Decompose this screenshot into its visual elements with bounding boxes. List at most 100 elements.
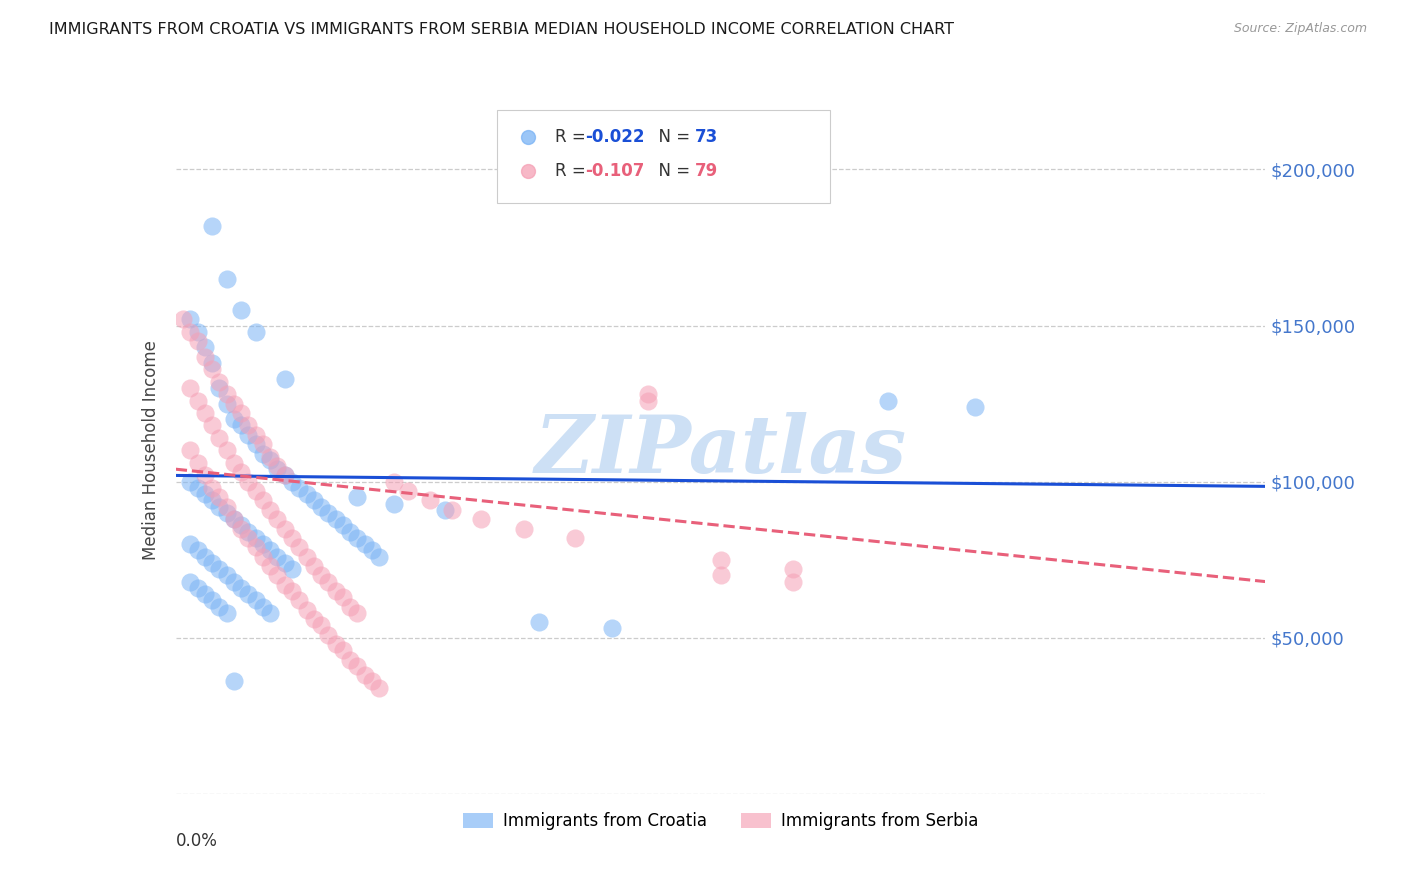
Point	[325, 637, 347, 651]
Point	[346, 490, 368, 504]
Point	[360, 543, 382, 558]
Point	[433, 502, 456, 516]
Point	[339, 653, 361, 667]
Text: R =: R =	[555, 162, 591, 180]
Point	[396, 483, 419, 498]
Point	[186, 456, 209, 470]
Point	[332, 518, 354, 533]
Point	[564, 531, 586, 545]
Point	[208, 500, 231, 514]
Point	[186, 325, 209, 339]
Point	[222, 574, 245, 589]
Point	[318, 628, 340, 642]
Point	[194, 587, 217, 601]
Point	[222, 512, 245, 526]
Point	[231, 581, 253, 595]
Point	[281, 562, 304, 576]
Point	[259, 502, 281, 516]
Text: 73: 73	[695, 128, 717, 145]
Point	[238, 587, 260, 601]
Point	[325, 583, 347, 598]
Point	[231, 303, 253, 318]
Point	[274, 371, 297, 385]
Point	[245, 437, 267, 451]
Point	[782, 562, 804, 576]
Point	[179, 537, 201, 551]
Point	[527, 615, 550, 630]
Point	[259, 543, 281, 558]
Point	[274, 521, 297, 535]
Point	[201, 493, 224, 508]
Point	[179, 443, 201, 458]
Point	[295, 487, 318, 501]
Text: ZIPatlas: ZIPatlas	[534, 412, 907, 489]
Point	[325, 512, 347, 526]
Point	[332, 643, 354, 657]
Point	[302, 493, 325, 508]
Point	[259, 452, 281, 467]
Point	[222, 674, 245, 689]
Point	[179, 574, 201, 589]
Point	[201, 362, 224, 376]
Point	[963, 400, 986, 414]
Point	[368, 549, 391, 564]
Point	[231, 406, 253, 420]
Point	[215, 387, 238, 401]
Point	[186, 393, 209, 408]
Text: Source: ZipAtlas.com: Source: ZipAtlas.com	[1233, 22, 1367, 36]
Point	[231, 518, 253, 533]
Point	[238, 427, 260, 442]
Point	[266, 512, 288, 526]
Point	[222, 412, 245, 426]
Point	[318, 574, 340, 589]
Point	[252, 599, 274, 614]
Point	[332, 591, 354, 605]
Point	[194, 487, 217, 501]
Point	[208, 431, 231, 445]
Point	[252, 537, 274, 551]
Point	[346, 658, 368, 673]
Point	[281, 475, 304, 489]
Point	[201, 556, 224, 570]
Point	[186, 581, 209, 595]
Point	[201, 481, 224, 495]
Point	[288, 481, 311, 495]
Point	[215, 396, 238, 410]
Point	[440, 502, 463, 516]
Point	[274, 468, 297, 483]
Point	[259, 558, 281, 574]
Text: N =: N =	[648, 162, 695, 180]
Point	[266, 568, 288, 582]
Point	[339, 599, 361, 614]
Point	[318, 506, 340, 520]
Point	[419, 493, 441, 508]
Point	[309, 618, 332, 632]
Point	[295, 603, 318, 617]
Text: IMMIGRANTS FROM CROATIA VS IMMIGRANTS FROM SERBIA MEDIAN HOUSEHOLD INCOME CORREL: IMMIGRANTS FROM CROATIA VS IMMIGRANTS FR…	[49, 22, 955, 37]
Y-axis label: Median Household Income: Median Household Income	[142, 341, 160, 560]
Point	[295, 549, 318, 564]
Point	[710, 568, 733, 582]
Point	[876, 393, 898, 408]
Point	[281, 583, 304, 598]
Point	[245, 531, 267, 545]
Point	[215, 500, 238, 514]
Text: R =: R =	[555, 128, 591, 145]
Point	[231, 418, 253, 433]
Point	[208, 490, 231, 504]
Point	[274, 468, 297, 483]
Point	[238, 524, 260, 539]
Point	[266, 458, 288, 473]
Point	[382, 475, 405, 489]
Point	[201, 593, 224, 607]
Point	[266, 549, 288, 564]
Point	[194, 406, 217, 420]
Point	[245, 541, 267, 555]
Point	[360, 674, 382, 689]
Point	[302, 558, 325, 574]
Point	[222, 512, 245, 526]
Point	[201, 356, 224, 370]
Point	[238, 418, 260, 433]
Point	[222, 396, 245, 410]
Point	[346, 606, 368, 620]
